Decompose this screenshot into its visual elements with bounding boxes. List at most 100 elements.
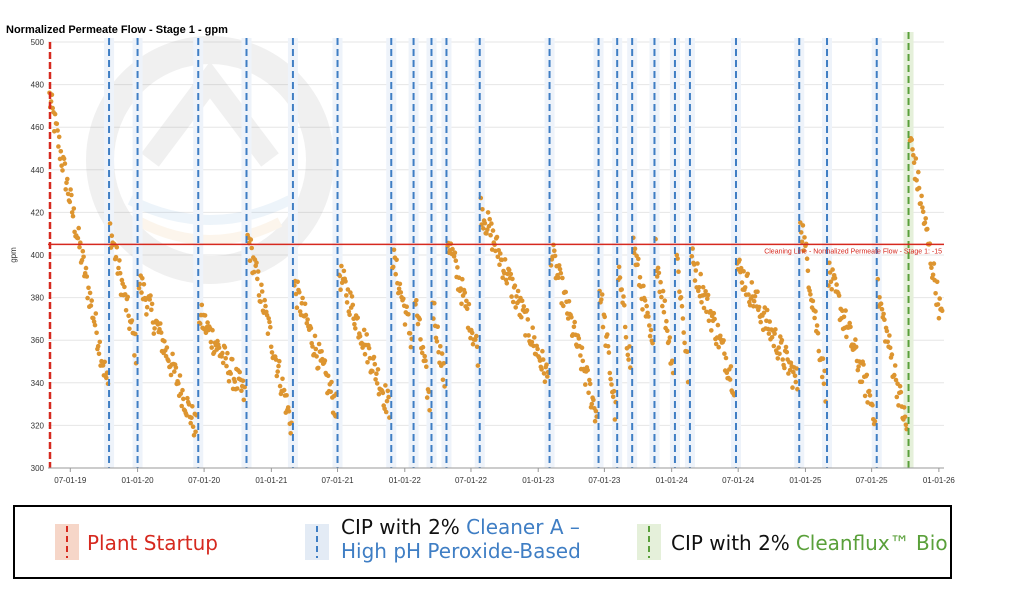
data-point: [170, 351, 175, 357]
data-point: [558, 270, 564, 276]
data-point: [592, 418, 598, 424]
data-point: [100, 363, 106, 368]
data-point: [489, 221, 494, 226]
data-point: [737, 257, 742, 263]
data-point: [263, 303, 268, 309]
data-point: [612, 417, 618, 422]
data-point: [848, 324, 853, 330]
data-point: [678, 295, 684, 300]
data-point: [414, 298, 419, 303]
data-point: [530, 325, 535, 331]
data-point: [347, 312, 352, 318]
data-point: [193, 429, 198, 435]
data-point: [267, 319, 272, 325]
data-point: [417, 317, 423, 322]
data-point: [779, 337, 785, 343]
data-point: [605, 332, 610, 337]
legend-startup-swatch: [55, 524, 79, 560]
data-point: [579, 345, 585, 351]
data-point: [329, 379, 334, 385]
data-point: [172, 369, 177, 374]
data-point: [348, 290, 353, 295]
data-point: [482, 220, 488, 226]
data-point: [419, 350, 425, 356]
data-point: [819, 374, 825, 380]
x-tick-label: 07-01-20: [188, 476, 221, 485]
y-tick-label: 420: [31, 208, 45, 217]
data-point: [439, 351, 445, 356]
data-point: [466, 301, 472, 307]
data-point: [813, 309, 818, 314]
data-point: [867, 393, 873, 398]
data-point: [654, 274, 660, 279]
data-point: [715, 322, 721, 328]
data-point: [62, 161, 68, 166]
data-point: [879, 306, 885, 312]
data-point: [322, 358, 328, 363]
data-point: [191, 433, 197, 438]
data-point: [262, 297, 268, 303]
data-point: [308, 325, 314, 331]
data-point: [923, 216, 928, 221]
data-point: [277, 358, 282, 364]
data-point: [637, 275, 643, 280]
data-point: [249, 245, 254, 251]
data-point: [583, 382, 588, 387]
data-point: [470, 341, 476, 347]
data-point: [827, 260, 832, 266]
data-point: [254, 276, 260, 282]
data-point: [190, 424, 196, 430]
data-point: [600, 324, 606, 330]
data-point: [859, 379, 865, 385]
data-point: [800, 223, 806, 228]
data-point: [820, 356, 826, 362]
data-point: [556, 275, 561, 281]
data-point: [56, 144, 61, 149]
data-point: [113, 254, 119, 260]
data-point: [844, 334, 849, 340]
data-point: [158, 330, 164, 335]
data-point: [310, 344, 315, 349]
data-point: [790, 385, 795, 390]
data-point: [402, 322, 408, 327]
data-point: [829, 287, 834, 292]
data-point: [474, 344, 480, 350]
data-point: [784, 349, 790, 355]
data-point: [255, 269, 261, 274]
data-point: [157, 326, 162, 332]
data-point: [494, 234, 500, 240]
y-tick-label: 380: [31, 294, 45, 303]
data-point: [925, 226, 930, 232]
data-point: [303, 312, 309, 318]
data-point: [569, 315, 574, 320]
data-point: [440, 377, 446, 383]
data-point: [85, 295, 90, 301]
data-point: [485, 210, 491, 215]
data-point: [189, 415, 194, 421]
y-tick-label: 440: [31, 166, 45, 175]
data-point: [95, 343, 101, 349]
data-point: [297, 309, 303, 314]
data-point: [872, 419, 878, 424]
data-point: [599, 297, 604, 302]
data-point: [793, 379, 799, 385]
data-point: [599, 292, 605, 297]
data-point: [766, 331, 772, 336]
data-point: [509, 294, 514, 299]
data-point: [475, 363, 481, 368]
data-point: [132, 353, 137, 358]
data-point: [344, 293, 349, 298]
data-point: [224, 363, 229, 369]
data-point: [619, 287, 624, 292]
data-point: [364, 332, 370, 337]
y-tick-label: 480: [31, 81, 45, 90]
data-point: [366, 345, 372, 351]
data-point: [50, 105, 55, 111]
data-point: [302, 301, 308, 307]
legend-cleanflux-name: Cleanflux™ Bio: [795, 531, 948, 555]
data-point: [552, 253, 558, 259]
data-point: [752, 294, 758, 299]
data-point: [140, 276, 145, 281]
data-point: [216, 345, 222, 351]
data-point: [393, 271, 399, 277]
